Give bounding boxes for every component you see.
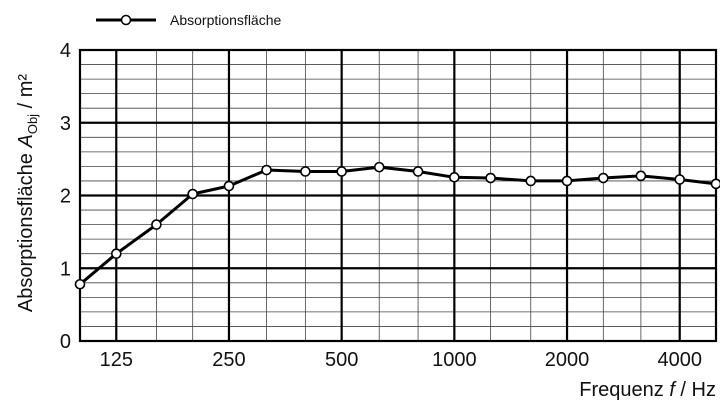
data-point [561, 175, 573, 187]
legend: Absorptionsfläche [96, 12, 282, 28]
y-tick-label: 4 [60, 40, 71, 62]
y-tick-labels: 0 1 2 3 4 [60, 40, 71, 353]
data-point [373, 161, 385, 173]
plot-border [78, 48, 718, 343]
y-tick-label: 2 [60, 186, 71, 208]
data-point [261, 164, 272, 176]
x-axis-label-unit: / Hz [675, 379, 716, 401]
series-line [79, 165, 717, 286]
data-point [151, 219, 162, 230]
x-tick-label: 500 [325, 349, 358, 371]
x-tick-label: 4000 [657, 349, 702, 371]
data-point [598, 172, 609, 184]
y-axis-label-prefix: Absorptionsfläche [15, 148, 37, 313]
data-point [710, 178, 720, 190]
x-tick-labels: 125 250 500 1000 2000 4000 [100, 349, 702, 371]
y-axis-label: Absorptionsfläche AObj / m² [15, 74, 40, 312]
data-point [412, 166, 424, 177]
x-axis-label: Frequenz f / Hz [579, 379, 716, 401]
series-layer [74, 161, 720, 290]
plot-area-border [78, 48, 718, 343]
y-axis-label-unit: / m² [15, 74, 37, 114]
data-point [449, 172, 460, 183]
y-tick-label: 1 [60, 258, 71, 280]
data-point [525, 175, 537, 187]
y-tick-label: 0 [60, 331, 71, 353]
x-tick-label: 2000 [545, 349, 590, 371]
x-axis-label-prefix: Frequenz [579, 379, 669, 401]
x-tick-label: 250 [212, 349, 245, 371]
x-tick-label: 125 [100, 349, 133, 371]
data-point [300, 166, 311, 177]
y-axis-label-sub: Obj [25, 114, 40, 134]
y-tick-label: 3 [60, 113, 71, 135]
data-point [110, 248, 122, 259]
y-axis-label-var: A [15, 134, 37, 148]
legend-label: Absorptionsfläche [170, 12, 282, 28]
data-point [74, 278, 86, 290]
data-point [485, 172, 496, 184]
data-point [336, 166, 347, 177]
major-grid [80, 50, 716, 341]
x-axis-label-var: f [669, 379, 677, 401]
data-point [674, 174, 686, 185]
data-point [187, 188, 198, 200]
legend-marker [120, 14, 132, 26]
data-point [223, 180, 235, 192]
data-point [635, 170, 647, 182]
x-tick-label: 1000 [432, 349, 477, 371]
